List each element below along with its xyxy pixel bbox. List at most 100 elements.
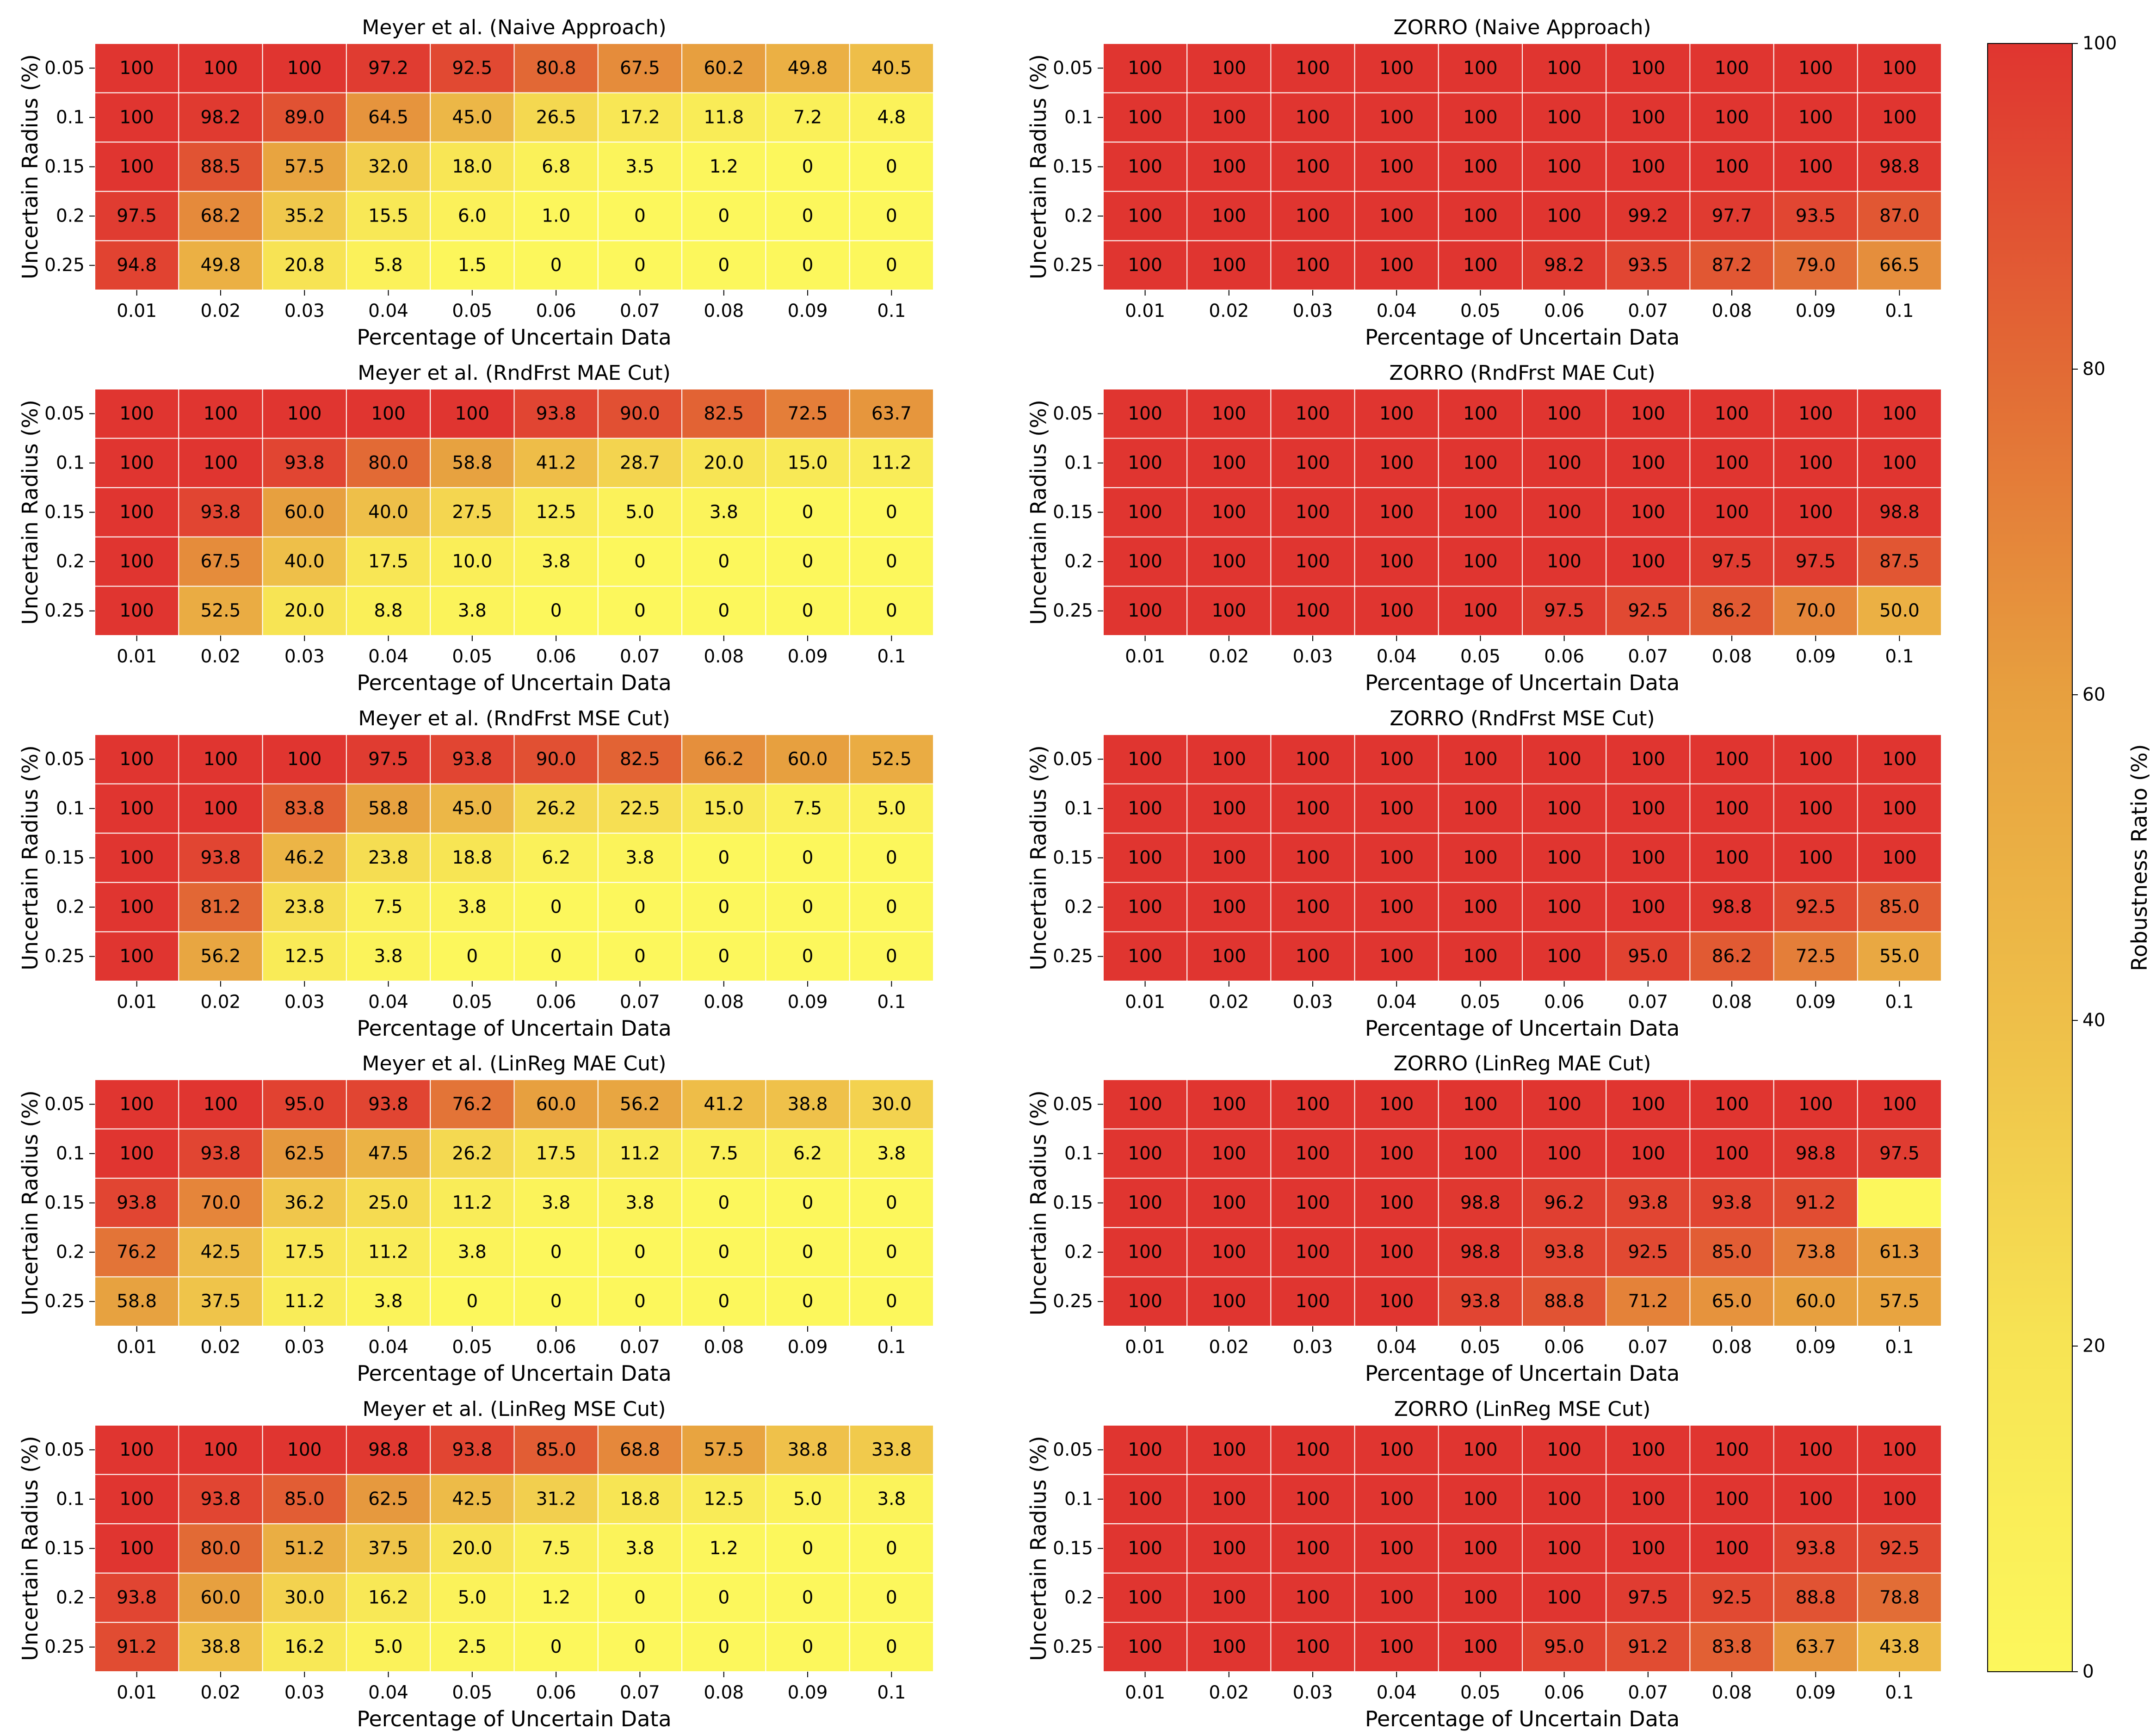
cell-value-label: 11.2 — [284, 1291, 325, 1312]
heatmap-cell — [513, 1178, 599, 1228]
heatmap-cell — [681, 783, 766, 834]
heatmap-cell — [1354, 783, 1439, 834]
heatmap-panel: 100 100 100 100 100 100 100 100 100 100 100 100 100 1… — [1026, 1052, 1942, 1386]
x-tick-label: 0.08 — [1712, 1682, 1752, 1703]
cell-value-label: 100 — [119, 749, 154, 770]
cell-value-label: 96.2 — [1544, 1192, 1584, 1213]
heatmap-cell — [1857, 1128, 1942, 1179]
y-tick-label: 0.1 — [56, 1143, 85, 1164]
cell-value-label: 100 — [1798, 1439, 1833, 1460]
heatmap-cell — [681, 92, 766, 143]
heatmap-cell — [681, 1079, 766, 1130]
cell-value-label: 0 — [886, 1588, 897, 1608]
cell-value-label: 100 — [1212, 452, 1246, 473]
heatmap-cell — [1270, 783, 1355, 834]
cell-value-label: 0 — [802, 1637, 814, 1657]
heatmap-cell — [1438, 536, 1523, 587]
cell-value-label: 100 — [1798, 798, 1833, 819]
cell-value-label: 100 — [1547, 58, 1581, 79]
heatmap-cell — [1606, 1128, 1691, 1179]
cell-value-label: 100 — [1212, 946, 1246, 967]
cell-value-label: 100 — [1379, 1538, 1414, 1559]
x-tick-label: 0.03 — [284, 301, 325, 321]
heatmap-cell — [1522, 487, 1607, 537]
colorbar-tick-label: 20 — [2082, 1336, 2106, 1357]
x-tick-label: 0.03 — [1293, 1337, 1333, 1358]
cell-value-label: 100 — [1296, 1094, 1330, 1115]
cell-value-label: 100 — [1547, 1439, 1581, 1460]
x-tick-label: 0.09 — [1796, 1682, 1836, 1703]
cell-value-label: 0 — [886, 1637, 897, 1657]
cell-value-label: 100 — [1128, 255, 1162, 276]
heatmap-cell — [681, 586, 766, 636]
y-tick-label: 0.15 — [1053, 502, 1093, 523]
colorbar-tick-label: 40 — [2082, 1010, 2106, 1031]
cell-value-label: 0 — [802, 206, 814, 227]
cell-value-label: 100 — [1463, 156, 1497, 177]
heatmap-cell — [597, 142, 683, 192]
cell-value-label: 56.2 — [620, 1094, 660, 1115]
cell-value-label: 85.0 — [536, 1439, 576, 1460]
y-tick-label: 0.05 — [44, 1439, 85, 1460]
cell-value-label: 100 — [1798, 107, 1833, 128]
heatmap-cell — [94, 1572, 179, 1623]
heatmap-cell — [849, 1622, 934, 1672]
heatmap-cell — [178, 438, 263, 488]
heatmap-cell — [597, 734, 683, 785]
cell-value-label: 100 — [1128, 403, 1162, 424]
cell-value-label: 80.0 — [368, 452, 408, 473]
heatmap-cell — [1103, 487, 1188, 537]
cell-value-label: 0 — [886, 897, 897, 918]
cell-value-label: 58.8 — [368, 798, 408, 819]
heatmap-cell — [765, 389, 850, 439]
cell-value-label: 17.2 — [620, 107, 660, 128]
cell-value-label: 88.8 — [1544, 1291, 1584, 1312]
cell-value-label: 98.2 — [201, 107, 241, 128]
cell-value-label: 100 — [1631, 1489, 1665, 1509]
cell-value-label: 100 — [1379, 749, 1414, 770]
cell-value-label: 97.5 — [117, 206, 157, 227]
cell-value-label: 100 — [1715, 502, 1749, 523]
cell-value-label: 2.5 — [458, 1637, 487, 1657]
heatmap-cell — [1354, 1572, 1439, 1623]
heatmap-cell — [765, 931, 850, 982]
heatmap-cell — [597, 92, 683, 143]
heatmap-cell — [1606, 1425, 1691, 1475]
cell-value-label: 0 — [802, 156, 814, 177]
cell-value-label: 100 — [1631, 1094, 1665, 1115]
heatmap-cell — [178, 1622, 263, 1672]
y-tick-label: 0.05 — [44, 403, 85, 424]
heatmap-cell — [94, 142, 179, 192]
cell-value-label: 100 — [1631, 551, 1665, 572]
cell-value-label: 5.0 — [625, 502, 654, 523]
cell-value-label: 100 — [1798, 502, 1833, 523]
y-tick-label: 0.25 — [44, 255, 85, 276]
heatmap-cell — [849, 1474, 934, 1525]
heatmap-cell — [849, 586, 934, 636]
cell-value-label: 100 — [119, 403, 154, 424]
cell-value-label: 3.8 — [710, 502, 738, 523]
cell-value-label: 100 — [287, 58, 321, 79]
heatmap-cell — [1522, 92, 1607, 143]
x-tick-label: 0.04 — [368, 992, 408, 1013]
heatmap-cell — [1606, 1079, 1691, 1130]
cell-value-label: 100 — [1547, 551, 1581, 572]
cell-value-label: 0 — [550, 897, 562, 918]
cell-value-label: 85.0 — [1879, 897, 1920, 918]
cell-value-label: 100 — [1379, 452, 1414, 473]
heatmap-panel: 100 100 100 98.8 93.8 85.0 68.8 57.5 38.8 33.8 100… — [18, 1397, 934, 1731]
cell-value-label: 100 — [1379, 798, 1414, 819]
cell-value-label: 100 — [1882, 107, 1916, 128]
cell-value-label: 100 — [1296, 156, 1330, 177]
x-tick-label: 0.1 — [877, 992, 906, 1013]
cell-value-label: 12.5 — [536, 502, 576, 523]
heatmap-cell — [94, 487, 179, 537]
cell-value-label: 57.5 — [284, 156, 325, 177]
heatmap-cell — [1354, 389, 1439, 439]
cell-value-label: 3.8 — [458, 897, 487, 918]
cell-value-label: 93.8 — [117, 1588, 157, 1608]
cell-value-label: 0 — [718, 255, 729, 276]
heatmap-cell — [1270, 931, 1355, 982]
cell-value-label: 86.2 — [1712, 946, 1752, 967]
cell-value-label: 38.8 — [788, 1439, 828, 1460]
